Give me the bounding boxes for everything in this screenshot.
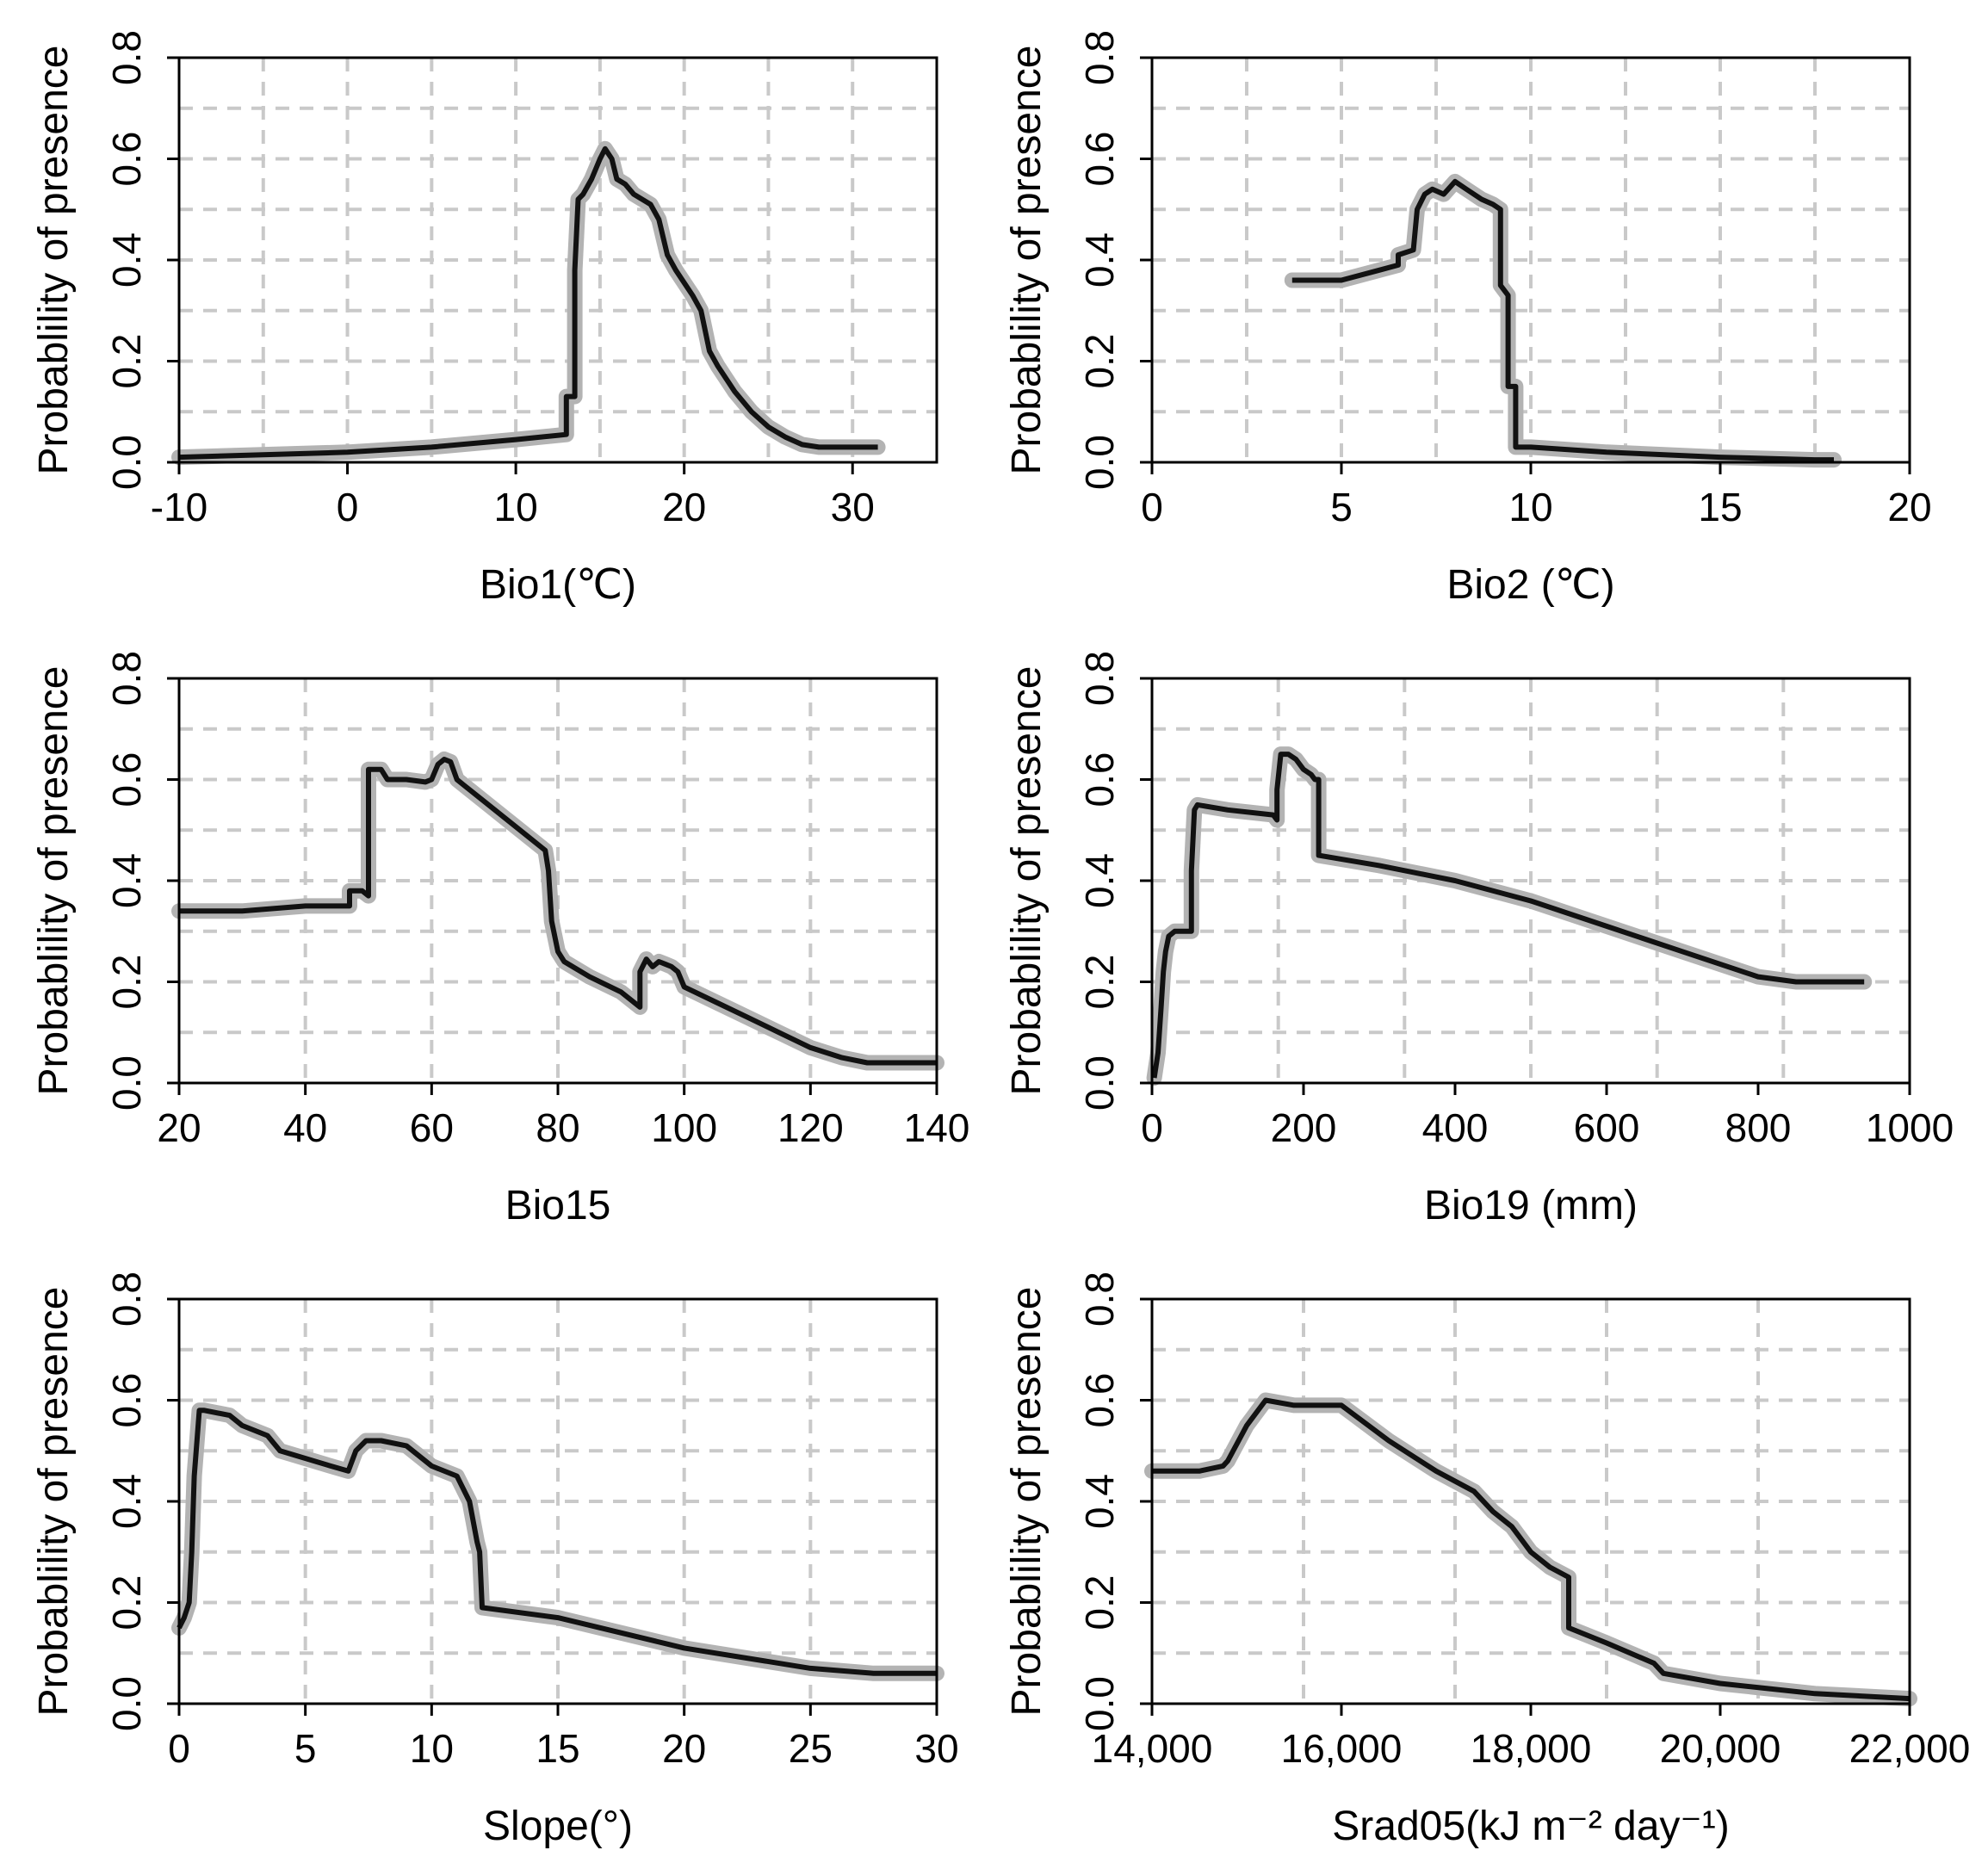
y-tick-label: 0.0 bbox=[1077, 1055, 1122, 1111]
x-tick-label: 25 bbox=[789, 1726, 833, 1771]
x-tick-label: 0 bbox=[1141, 485, 1163, 529]
x-axis-title: Srad05(kJ m⁻² day⁻¹) bbox=[1332, 1804, 1729, 1849]
x-tick-label: 15 bbox=[536, 1726, 579, 1771]
y-tick-label: 0.2 bbox=[104, 1575, 149, 1631]
y-tick-label: 0.2 bbox=[1077, 334, 1122, 389]
y-tick-label: 0.2 bbox=[104, 955, 149, 1010]
x-axis-title: Bio1(℃) bbox=[480, 562, 636, 608]
y-tick-label: 0.4 bbox=[1077, 1474, 1122, 1529]
x-tick-label: 10 bbox=[494, 485, 538, 529]
x-tick-label: 0 bbox=[1141, 1105, 1163, 1150]
x-tick-label: 10 bbox=[1508, 485, 1552, 529]
y-axis-title: Probablility of presence bbox=[31, 1287, 77, 1717]
x-tick-label: 18,000 bbox=[1471, 1726, 1592, 1771]
panel-bio2: 0 5 10 15 20 0.0 0.2 0.4 0.6 0.8 Bio2 (℃) Probablil… bbox=[1004, 30, 1932, 608]
y-tick-label: 0.0 bbox=[104, 435, 149, 490]
x-tick-label: 30 bbox=[914, 1726, 958, 1771]
x-tick-label: 20 bbox=[662, 485, 706, 529]
x-tick-label: 100 bbox=[651, 1105, 717, 1150]
x-axis-title: Bio2 (℃) bbox=[1446, 562, 1614, 608]
x-tick-label: 14,000 bbox=[1092, 1726, 1213, 1771]
series-halo bbox=[1284, 173, 1842, 468]
x-tick-label: 140 bbox=[904, 1105, 970, 1150]
x-axis-title: Bio15 bbox=[505, 1183, 611, 1228]
x-axis-title: Slope(°) bbox=[483, 1804, 633, 1849]
x-tick-label: 0 bbox=[337, 485, 359, 529]
y-tick-label: 0.0 bbox=[1077, 1676, 1122, 1731]
y-tick-label: 0.4 bbox=[104, 1474, 149, 1529]
x-tick-label: 15 bbox=[1698, 485, 1742, 529]
x-tick-label: 20 bbox=[1887, 485, 1931, 529]
x-tick-label: 80 bbox=[536, 1105, 579, 1150]
y-tick-label: 0.0 bbox=[104, 1676, 149, 1731]
y-tick-label: 0.2 bbox=[1077, 955, 1122, 1010]
panel-srad05: 14,000 16,000 18,000 20,000 22,000 0.0 0.2 0.4 0… bbox=[1004, 1272, 1970, 1849]
plot-frame bbox=[1150, 1297, 1911, 1705]
series-halo bbox=[1146, 746, 1873, 1086]
series-line bbox=[178, 145, 878, 461]
y-tick-label: 0.0 bbox=[1077, 435, 1122, 490]
x-tick-label: 20 bbox=[157, 1105, 201, 1150]
x-tick-label: 120 bbox=[777, 1105, 844, 1150]
panel-bio15: 20 40 60 80 100 120 140 0.0 0.2 0.4 0.6 0.8 Bio15 Pro… bbox=[31, 651, 969, 1228]
y-tick-label: 0.2 bbox=[1077, 1575, 1122, 1631]
y-tick-label: 0.0 bbox=[104, 1055, 149, 1111]
y-axis-title: Probablility of presence bbox=[1004, 1287, 1050, 1717]
x-tick-label: 16,000 bbox=[1281, 1726, 1403, 1771]
y-axis-title: Probablility of presence bbox=[1004, 666, 1050, 1096]
panel-slope: 0 5 10 15 20 25 30 0.0 0.2 0.4 0.6 0.8 Slope(°) Proba… bbox=[31, 1272, 959, 1849]
y-tick-label: 0.6 bbox=[104, 752, 149, 808]
x-tick-label: 30 bbox=[831, 485, 875, 529]
y-axis-title: Probablility of presence bbox=[31, 666, 77, 1096]
y-tick-label: 0.2 bbox=[104, 334, 149, 389]
x-tick-label: 0 bbox=[168, 1726, 190, 1771]
x-tick-label: 20 bbox=[662, 1726, 706, 1771]
series-line bbox=[1291, 178, 1834, 463]
x-tick-label: 10 bbox=[410, 1726, 454, 1771]
y-tick-label: 0.6 bbox=[104, 1373, 149, 1428]
series-line bbox=[179, 757, 937, 1066]
panel-bio19: 0 200 400 600 800 1000 0.0 0.2 0.4 0.6 0.8 Bio19 (m… bbox=[1004, 651, 1954, 1228]
x-tick-label: 5 bbox=[1330, 485, 1353, 529]
panel-bio1: -10 0 10 20 30 0.0 0.2 0.4 0.6 0.8 Bio1(℃) Probabli… bbox=[31, 30, 938, 608]
y-tick-label: 0.8 bbox=[104, 651, 149, 706]
y-tick-label: 0.8 bbox=[1077, 1272, 1122, 1327]
x-tick-label: 60 bbox=[410, 1105, 454, 1150]
y-tick-label: 0.6 bbox=[1077, 1373, 1122, 1428]
y-tick-label: 0.4 bbox=[104, 853, 149, 908]
y-tick-label: 0.8 bbox=[104, 30, 149, 85]
x-tick-label: 400 bbox=[1422, 1105, 1489, 1150]
y-axis-title: Probablility of presence bbox=[31, 46, 77, 475]
x-tick-label: 600 bbox=[1574, 1105, 1640, 1150]
y-tick-label: 0.6 bbox=[1077, 752, 1122, 808]
series-line bbox=[177, 1408, 937, 1676]
y-tick-label: 0.4 bbox=[1077, 232, 1122, 288]
x-tick-label: 200 bbox=[1271, 1105, 1337, 1150]
y-tick-label: 0.6 bbox=[1077, 132, 1122, 187]
y-tick-label: 0.4 bbox=[104, 232, 149, 288]
plot-frame bbox=[177, 56, 938, 464]
x-tick-label: 1000 bbox=[1866, 1105, 1954, 1150]
y-tick-label: 0.8 bbox=[1077, 30, 1122, 85]
series-line bbox=[1151, 752, 1865, 1079]
x-tick-label: 5 bbox=[294, 1726, 317, 1771]
y-tick-label: 0.8 bbox=[1077, 651, 1122, 706]
x-tick-label: 20,000 bbox=[1660, 1726, 1781, 1771]
y-tick-label: 0.4 bbox=[1077, 853, 1122, 908]
x-tick-label: 40 bbox=[283, 1105, 327, 1150]
series-line bbox=[1152, 1397, 1911, 1702]
y-tick-label: 0.8 bbox=[104, 1272, 149, 1327]
x-tick-label: 800 bbox=[1725, 1105, 1792, 1150]
x-axis-title: Bio19 (mm) bbox=[1424, 1183, 1638, 1228]
x-tick-label: -10 bbox=[151, 485, 207, 529]
x-tick-label: 22,000 bbox=[1849, 1726, 1971, 1771]
y-tick-label: 0.6 bbox=[104, 132, 149, 187]
y-axis-title: Probablility of presence bbox=[1004, 46, 1050, 475]
